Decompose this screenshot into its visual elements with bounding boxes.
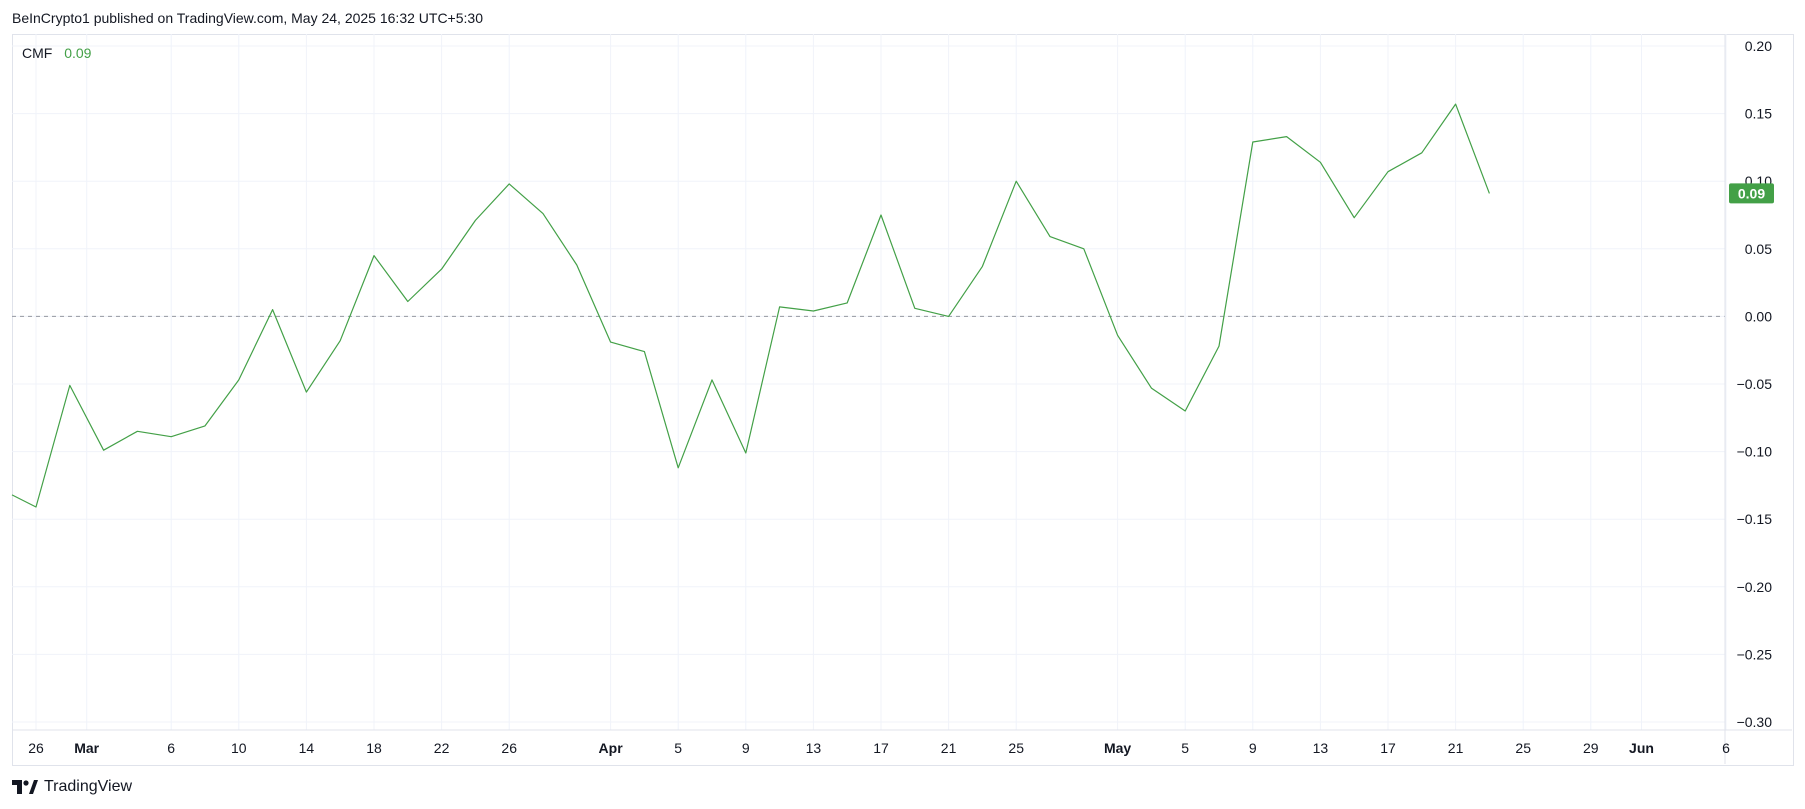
y-tick-label: 0.20 (1745, 38, 1772, 54)
legend-value: 0.09 (64, 45, 92, 61)
x-tick-label: 26 (501, 740, 517, 756)
x-tick-label: 21 (941, 740, 957, 756)
indicator-legend: CMF 0.09 (22, 45, 91, 61)
x-tick-label: 9 (1249, 740, 1257, 756)
tradingview-icon (12, 780, 38, 794)
chart-frame (12, 34, 1794, 766)
x-tick-label: 6 (1722, 740, 1730, 756)
x-tick-label: 17 (1380, 740, 1396, 756)
footer-brand: TradingView (44, 778, 133, 795)
x-tick-label: Jun (1629, 740, 1654, 756)
last-value-label: 0.09 (1738, 185, 1765, 201)
y-tick-label: 0.15 (1745, 106, 1772, 122)
y-tick-label: 0.00 (1745, 308, 1772, 324)
y-tick-label: −0.20 (1737, 579, 1773, 595)
x-tick-label: 5 (1181, 740, 1189, 756)
x-tick-label: 14 (299, 740, 315, 756)
x-tick-label: Apr (599, 740, 624, 756)
x-tick-label: 25 (1008, 740, 1024, 756)
last-value-badge (1729, 183, 1774, 204)
tradingview-logo[interactable]: TradingView (12, 778, 132, 796)
x-tick-label: 25 (1515, 740, 1531, 756)
x-tick-label: 9 (742, 740, 750, 756)
y-tick-label: −0.25 (1737, 646, 1773, 662)
y-tick-label: 0.05 (1745, 241, 1772, 257)
y-tick-label: −0.30 (1737, 714, 1773, 730)
y-tick-label: −0.10 (1737, 444, 1773, 460)
x-tick-label: 10 (231, 740, 247, 756)
y-tick-label: −0.05 (1737, 376, 1773, 392)
x-tick-label: 13 (1313, 740, 1329, 756)
published-caption: BeInCrypto1 published on TradingView.com… (12, 10, 483, 26)
x-tick-label: 21 (1448, 740, 1464, 756)
x-tick-label: 18 (366, 740, 382, 756)
x-tick-label: May (1104, 740, 1131, 756)
x-tick-label: 5 (674, 740, 682, 756)
cmf-series-line (11, 103, 1490, 508)
x-tick-label: 22 (434, 740, 450, 756)
x-tick-label: 17 (873, 740, 889, 756)
x-tick-label: 13 (806, 740, 822, 756)
x-tick-label: 6 (167, 740, 175, 756)
x-tick-label: Mar (74, 740, 99, 756)
legend-name: CMF (22, 45, 53, 61)
x-tick-label: 26 (28, 740, 44, 756)
y-tick-label: −0.15 (1737, 511, 1773, 527)
x-tick-label: 29 (1583, 740, 1599, 756)
